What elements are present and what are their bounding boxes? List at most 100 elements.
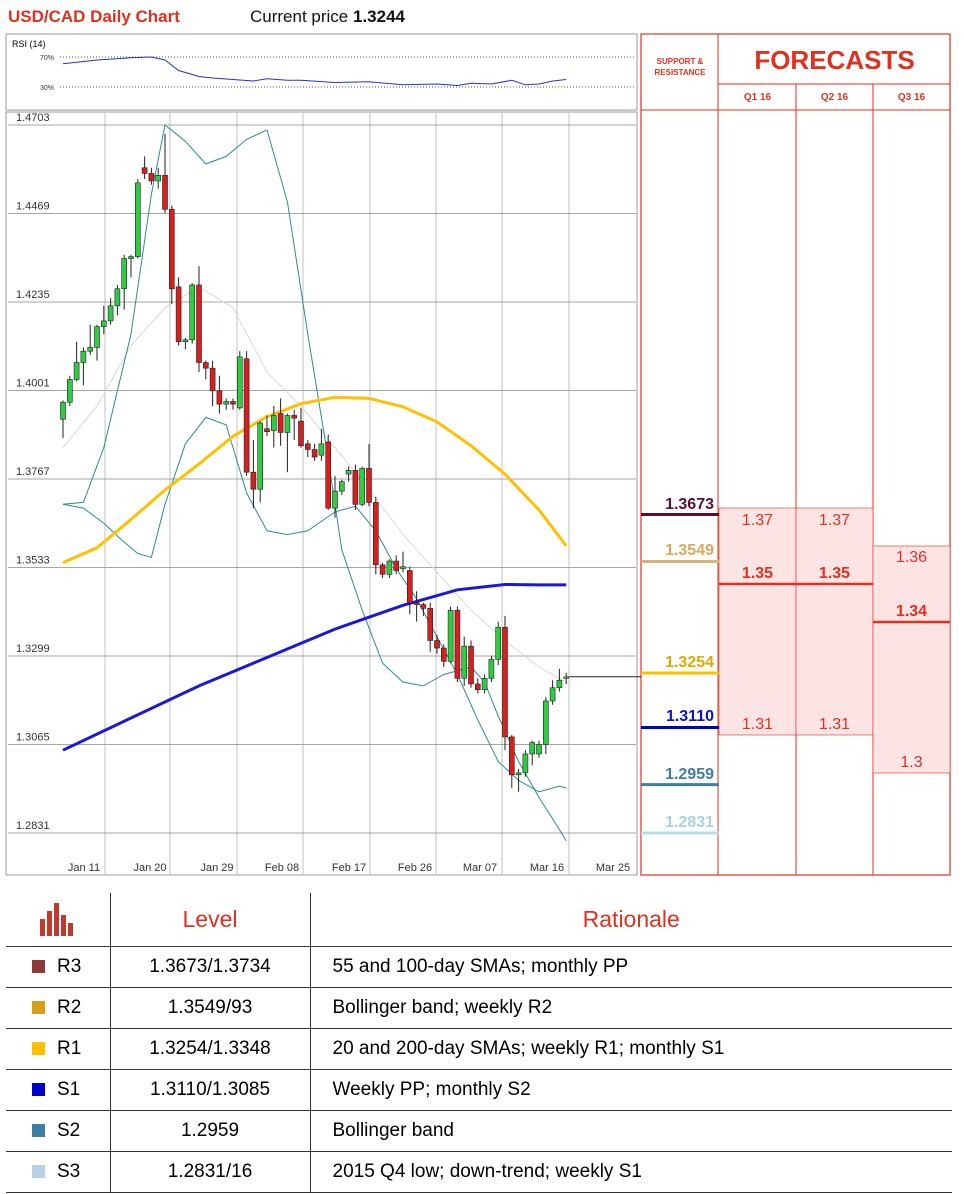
level-tag-cell: R3 (6, 946, 111, 988)
level-tag-cell: S3 (6, 1151, 111, 1193)
candle-body (563, 676, 570, 679)
candle (277, 398, 284, 446)
candle-body (400, 566, 406, 569)
candle (393, 555, 400, 575)
candle-body (325, 441, 332, 509)
x-tick-label: Feb 08 (265, 862, 299, 874)
candle-body (461, 645, 468, 679)
candle-body (345, 470, 352, 475)
candle (542, 697, 549, 754)
level-tag-cell: S2 (6, 1110, 111, 1152)
candle (270, 406, 277, 448)
level-value: 1.3549/93 (110, 987, 311, 1029)
q3-range-band (872, 545, 951, 774)
level-tag: S3 (57, 1160, 81, 1182)
candle (502, 615, 508, 751)
candle (148, 167, 155, 185)
candle (454, 606, 461, 683)
candle-body (556, 679, 563, 689)
level-label: 1.2831 (665, 814, 714, 831)
candle (461, 636, 468, 686)
candle (80, 347, 87, 386)
level-tag-cell: S1 (6, 1069, 111, 1111)
candle-body (332, 490, 338, 509)
q1-forecast-low: 1.31 (741, 716, 774, 733)
x-tick-label: Mar 07 (463, 862, 497, 874)
bar-chart-icon (6, 893, 111, 947)
level-row: S2 1.2959 Bollinger band (6, 1110, 952, 1152)
candle (264, 415, 270, 437)
candle (434, 634, 440, 654)
candle (223, 398, 229, 410)
candle (243, 351, 250, 476)
rsi-line (62, 56, 567, 87)
candle (196, 266, 202, 372)
candle-body (406, 570, 413, 603)
level-tag: S2 (57, 1119, 81, 1141)
y-tick-label: 1.3533 (16, 555, 50, 567)
level-value: 1.3673/1.3734 (110, 946, 311, 988)
candle (529, 740, 536, 766)
candle (101, 305, 107, 335)
sma20-line (62, 286, 567, 683)
level-rationale: Bollinger band; weekly R2 (310, 987, 952, 1029)
candle (182, 337, 189, 350)
x-tick-label: Mar 25 (596, 862, 630, 874)
q3-forecast-low: 1.3 (900, 754, 923, 771)
q1-range-band (718, 507, 797, 736)
candle (209, 360, 216, 407)
candle (87, 324, 93, 355)
y-tick-label: 1.2831 (16, 820, 50, 832)
forecast-grid (640, 33, 951, 876)
sma100-line (62, 395, 568, 564)
candle (284, 413, 291, 473)
level-value: 1.3110/1.3085 (110, 1069, 311, 1111)
quarter-header-q1: Q1 16 (743, 92, 772, 103)
support-resistance-header: SUPPORT & RESISTANCE (654, 57, 706, 77)
x-tick-label: Feb 26 (398, 862, 432, 874)
bollinger-lower-line (62, 416, 567, 793)
candle (379, 562, 386, 579)
candle-body (502, 626, 508, 738)
current-price: Current price 1.3244 (250, 7, 405, 27)
candle-body (440, 647, 447, 662)
candle-body (60, 401, 66, 420)
chart-title: USD/CAD Daily Chart (8, 7, 180, 26)
x-tick-label: Jan 11 (68, 862, 100, 874)
candle (311, 443, 318, 461)
candle-body (454, 609, 461, 679)
candle (189, 283, 195, 344)
level-value: 1.2959 (110, 1110, 311, 1152)
candle (549, 680, 556, 705)
candle (60, 400, 66, 439)
sma200-line (62, 582, 567, 752)
candle-body (542, 700, 549, 745)
level-tag: R2 (57, 996, 82, 1018)
candle-body (427, 608, 434, 641)
candle (73, 341, 80, 382)
candle (230, 398, 236, 410)
candle-body (175, 286, 182, 343)
level-row: S3 1.2831/16 2015 Q4 low; down-trend; week… (6, 1151, 952, 1193)
candle (291, 409, 298, 441)
candle (400, 551, 406, 573)
level-label: 1.3673 (665, 495, 714, 513)
level-column-header: Level (110, 893, 311, 947)
level-label: 1.3110 (665, 708, 714, 726)
candle-body (94, 326, 100, 348)
candle (522, 750, 529, 777)
q2-range-band (795, 507, 874, 736)
candle-body (264, 428, 270, 433)
candle (162, 133, 168, 214)
candle-body (413, 602, 420, 605)
level-rationale: 2015 Q4 low; down-trend; weekly S1 (310, 1151, 952, 1193)
rsi-panel (5, 33, 638, 111)
candle (474, 678, 481, 694)
candle (237, 351, 243, 410)
candle-body (148, 173, 155, 182)
candle-body (135, 182, 141, 257)
candle (338, 479, 345, 495)
level-tag: R3 (57, 955, 82, 977)
level-color-swatch (32, 1123, 45, 1137)
candle-body (379, 564, 386, 575)
